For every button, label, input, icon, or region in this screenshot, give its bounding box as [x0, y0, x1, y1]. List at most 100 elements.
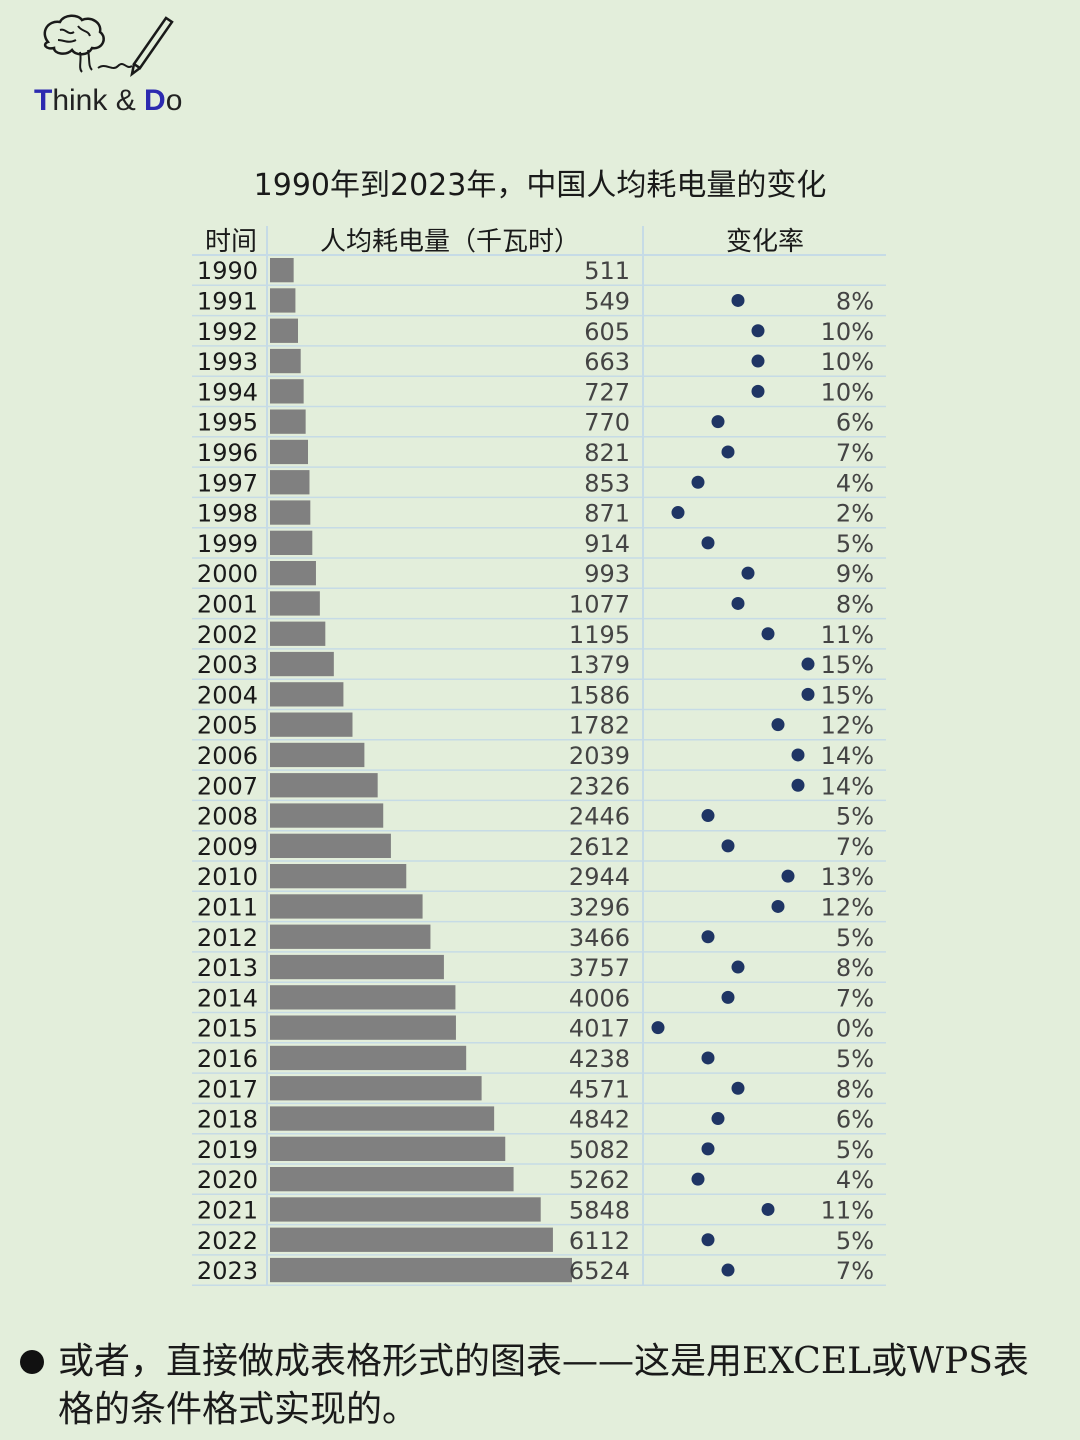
consumption-value-label: 5082	[569, 1136, 630, 1164]
change-rate-label: 10%	[821, 378, 874, 406]
year-label: 1992	[197, 318, 258, 346]
year-label: 2020	[197, 1166, 258, 1194]
consumption-value-label: 6524	[569, 1257, 630, 1285]
year-label: 1990	[197, 257, 258, 285]
change-rate-label: 7%	[836, 439, 874, 467]
year-label: 2011	[197, 893, 258, 921]
column-header-change-rate: 变化率	[726, 227, 804, 257]
year-label: 2022	[197, 1227, 258, 1255]
change-rate-label: 8%	[836, 1075, 874, 1103]
year-label: 2004	[197, 681, 258, 709]
year-label: 2007	[197, 772, 258, 800]
year-label: 1999	[197, 530, 258, 558]
year-label: 2008	[197, 803, 258, 831]
change-rate-label: 5%	[836, 1227, 874, 1255]
year-label: 1994	[197, 378, 258, 406]
consumption-value-label: 511	[584, 257, 630, 285]
year-label: 2005	[197, 712, 258, 740]
change-rate-label: 7%	[836, 1257, 874, 1285]
change-rate-label: 10%	[821, 318, 874, 346]
consumption-bar	[270, 1227, 553, 1252]
consumption-bar	[270, 894, 423, 919]
consumption-bar	[270, 954, 444, 980]
consumption-bar	[270, 500, 311, 525]
change-rate-label: 5%	[836, 803, 874, 831]
consumption-value-label: 5848	[569, 1196, 630, 1224]
consumption-bar	[270, 833, 391, 858]
year-label: 2012	[197, 924, 258, 952]
change-rate-label: 8%	[836, 954, 874, 982]
change-rate-dot	[731, 1081, 745, 1095]
consumption-value-label: 1077	[569, 590, 630, 618]
year-label: 2003	[197, 651, 258, 679]
consumption-bar	[270, 864, 407, 889]
footer-text: 或者，直接做成表格形式的图表——这是用EXCEL或WPS表格的条件格式实现的。	[58, 1341, 1029, 1430]
consumption-value-label: 6112	[569, 1227, 630, 1255]
consumption-value-label: 2039	[569, 742, 630, 770]
consumption-value-label: 2446	[569, 803, 630, 831]
footer-note: 或者，直接做成表格形式的图表——这是用EXCEL或WPS表格的条件格式实现的。	[20, 1338, 1060, 1434]
change-rate-dot	[721, 990, 735, 1004]
year-label: 2009	[197, 833, 258, 861]
consumption-value-label: 2612	[569, 833, 630, 861]
change-rate-label: 5%	[836, 1045, 874, 1073]
change-rate-label: 15%	[821, 681, 874, 709]
consumption-value-label: 3757	[569, 954, 630, 982]
change-rate-label: 5%	[836, 1136, 874, 1164]
consumption-bar	[270, 348, 301, 374]
change-rate-label: 9%	[836, 560, 874, 588]
year-label: 2021	[197, 1196, 258, 1224]
consumption-value-label: 853	[584, 469, 630, 497]
logo: Think & Do	[30, 8, 200, 118]
consumption-bar	[270, 621, 326, 646]
change-rate-dot	[751, 354, 765, 368]
change-rate-label: 11%	[821, 621, 874, 649]
change-rate-dot	[701, 536, 715, 550]
change-rate-dot	[791, 748, 805, 762]
change-rate-label: 7%	[836, 833, 874, 861]
consumption-bar	[270, 651, 334, 677]
change-rate-label: 4%	[836, 1166, 874, 1194]
change-rate-dot	[791, 778, 805, 792]
change-rate-dot	[671, 506, 685, 520]
year-label: 2019	[197, 1136, 258, 1164]
consumption-bar	[270, 258, 294, 283]
change-rate-label: 14%	[821, 742, 874, 770]
year-label: 2006	[197, 742, 258, 770]
consumption-bar	[270, 591, 320, 616]
consumption-bar	[270, 288, 296, 313]
consumption-value-label: 2944	[569, 863, 630, 891]
change-rate-dot	[721, 839, 735, 853]
change-rate-label: 8%	[836, 590, 874, 618]
consumption-value-label: 821	[584, 439, 630, 467]
year-label: 2014	[197, 984, 258, 1012]
change-rate-dot	[731, 960, 745, 974]
consumption-bar	[270, 712, 353, 737]
year-label: 1991	[197, 287, 258, 315]
consumption-bar	[270, 561, 316, 586]
year-label: 1993	[197, 348, 258, 376]
change-rate-dot	[691, 1172, 705, 1186]
chart-table: 时间 人均耗电量（千瓦时） 变化率 1990 511 1991 549 8% 1992 605 10…	[192, 226, 886, 1286]
brain-pen-icon	[43, 14, 174, 77]
consumption-value-label: 5262	[569, 1166, 630, 1194]
bullet-icon	[20, 1350, 44, 1374]
consumption-bar	[270, 1015, 456, 1040]
consumption-value-label: 993	[584, 560, 630, 588]
change-rate-label: 5%	[836, 924, 874, 952]
change-rate-dot	[711, 1112, 725, 1126]
consumption-value-label: 663	[584, 348, 630, 376]
change-rate-dot	[701, 1051, 715, 1065]
consumption-bar	[270, 985, 456, 1010]
year-label: 2018	[197, 1106, 258, 1134]
consumption-value-label: 914	[584, 530, 630, 558]
change-rate-label: 4%	[836, 469, 874, 497]
change-rate-dot	[801, 687, 815, 701]
year-label: 2015	[197, 1015, 258, 1043]
change-rate-label: 5%	[836, 530, 874, 558]
change-rate-label: 15%	[821, 651, 874, 679]
year-label: 2017	[197, 1075, 258, 1103]
change-rate-dot	[651, 1021, 665, 1035]
change-rate-label: 2%	[836, 500, 874, 528]
year-label: 1997	[197, 469, 258, 497]
